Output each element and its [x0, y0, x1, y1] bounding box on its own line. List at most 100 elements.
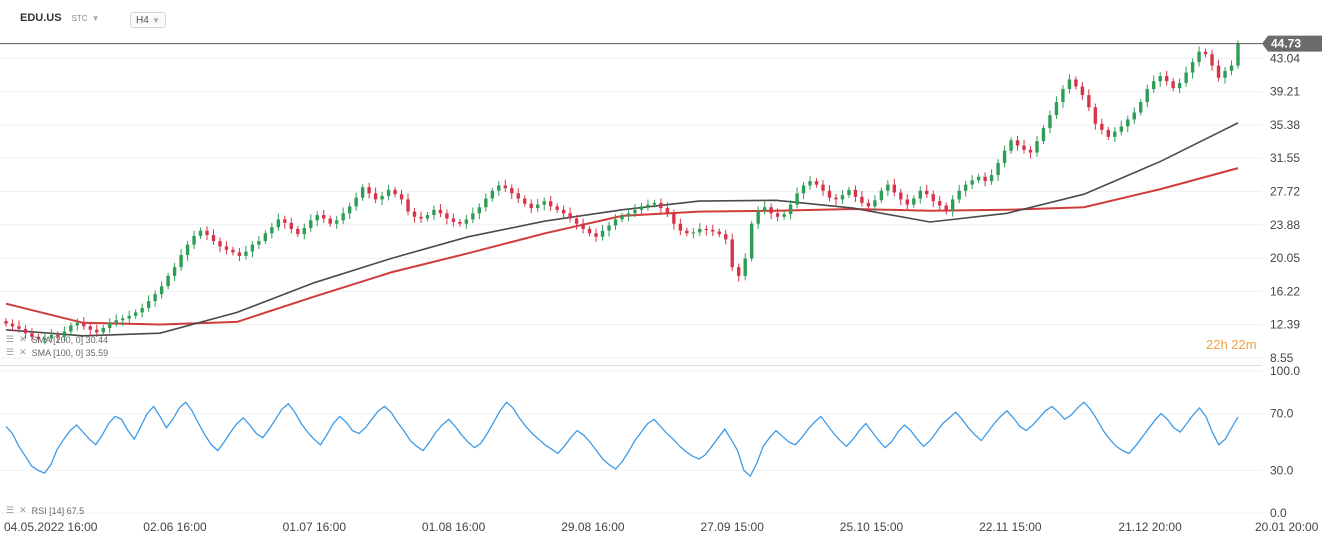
close-icon[interactable]: ✕ — [19, 505, 27, 515]
rsi-axis[interactable]: 100.0 70.0 30.0 0.0 — [1270, 364, 1300, 520]
candle-body — [4, 321, 8, 324]
price-tick-label: 20.05 — [1270, 251, 1300, 265]
candle-body — [724, 234, 728, 240]
candle — [925, 184, 929, 198]
candle — [853, 185, 858, 202]
candle — [1145, 84, 1149, 108]
candle — [989, 169, 994, 185]
candle-body — [302, 228, 306, 235]
candle — [516, 188, 520, 203]
candle-body — [814, 181, 819, 185]
sma100-line — [5, 122, 1239, 337]
candle — [62, 326, 67, 342]
candle-body — [899, 192, 903, 200]
candle-body — [477, 207, 482, 214]
candle — [1074, 76, 1078, 90]
candle — [769, 203, 773, 220]
candle-body — [963, 184, 968, 191]
candle — [886, 180, 890, 196]
ticker-symbol[interactable]: EDU.US — [20, 12, 62, 24]
candle — [419, 211, 423, 223]
candle — [860, 190, 864, 207]
candle — [1184, 66, 1188, 87]
market-selector[interactable]: STC ▼ — [72, 14, 100, 23]
candle-body — [1113, 131, 1117, 137]
candle — [172, 262, 177, 282]
candle — [1139, 99, 1143, 116]
candle-body — [678, 223, 683, 231]
time-tick-label: 22.11 15:00 — [979, 520, 1042, 534]
candle — [490, 187, 495, 202]
candle — [905, 194, 910, 210]
candle — [205, 226, 209, 241]
rsi-tick-label: 0.0 — [1270, 506, 1287, 520]
candle — [315, 211, 319, 227]
candle — [568, 207, 572, 223]
settings-icon[interactable]: ☰ — [6, 505, 15, 515]
settings-icon[interactable]: ☰ — [6, 347, 15, 357]
time-axis[interactable]: 04.05.2022 16:00 02.06 16:00 01.07 16:00 01… — [4, 520, 1319, 534]
candle-body — [270, 227, 274, 234]
candle — [976, 173, 981, 184]
legend-sma100[interactable]: ☰ ✕ SMA [100, 0] 35.59 — [6, 347, 108, 358]
close-icon[interactable]: ✕ — [19, 347, 27, 357]
candle-body — [432, 209, 436, 216]
settings-icon[interactable]: ☰ — [6, 334, 15, 344]
candle — [289, 217, 294, 234]
candle — [1119, 120, 1123, 136]
candle-body — [989, 175, 994, 182]
candle — [341, 207, 345, 225]
candle — [1009, 137, 1013, 154]
candle-body — [108, 322, 112, 329]
candle-body — [114, 320, 118, 323]
candle-body — [834, 197, 838, 200]
candle-body — [146, 301, 151, 309]
price-tick-label: 35.38 — [1270, 118, 1300, 132]
candle — [75, 318, 80, 331]
candle — [133, 309, 138, 319]
legend-sma200[interactable]: ☰ ✕ SMA [200, 0] 30.44 — [6, 334, 108, 345]
candle — [646, 199, 650, 211]
candle — [523, 195, 527, 207]
candle — [464, 214, 469, 229]
candle-body — [918, 190, 922, 199]
candle — [711, 224, 715, 236]
candle-body — [950, 199, 955, 212]
candle-body — [296, 228, 300, 235]
candle-body — [1223, 70, 1227, 78]
rsi-tick-label: 30.0 — [1270, 463, 1294, 477]
legend-rsi[interactable]: ☰ ✕ RSI [14] 67.5 — [6, 505, 84, 516]
candle — [1002, 145, 1007, 168]
candle-body — [406, 199, 410, 212]
candle — [1106, 126, 1111, 140]
candle — [56, 331, 60, 343]
candle-body — [1009, 140, 1013, 151]
price-axis[interactable]: 43.04 39.21 35.38 31.55 27.72 23.88 20.05 16.22… — [1270, 51, 1300, 365]
candle-body — [224, 246, 229, 250]
candle — [866, 199, 871, 213]
time-tick-label: 01.08 16:00 — [422, 520, 486, 534]
rsi-line — [5, 401, 1239, 478]
candle-body — [133, 312, 138, 316]
candle-body — [516, 193, 520, 199]
candle-body — [231, 249, 235, 253]
time-tick-label: 21.12 20:00 — [1118, 520, 1182, 534]
close-icon[interactable]: ✕ — [19, 334, 27, 344]
candle-body — [743, 258, 747, 276]
price-tick-label: 16.22 — [1270, 284, 1300, 298]
candle-body — [711, 229, 715, 232]
candle — [542, 197, 546, 211]
candle-body — [1048, 115, 1052, 129]
candle — [626, 208, 631, 222]
price-tick-label: 27.72 — [1270, 184, 1300, 198]
price-tick-label: 23.88 — [1270, 218, 1300, 232]
candle — [600, 224, 605, 241]
candle-body — [49, 334, 54, 339]
candle — [652, 199, 657, 208]
candle — [762, 201, 767, 215]
candle-body — [1210, 54, 1214, 66]
chart-grid — [0, 57, 1262, 359]
timeframe-selector[interactable]: H4 ▼ — [130, 12, 166, 28]
candle-body — [205, 230, 209, 236]
